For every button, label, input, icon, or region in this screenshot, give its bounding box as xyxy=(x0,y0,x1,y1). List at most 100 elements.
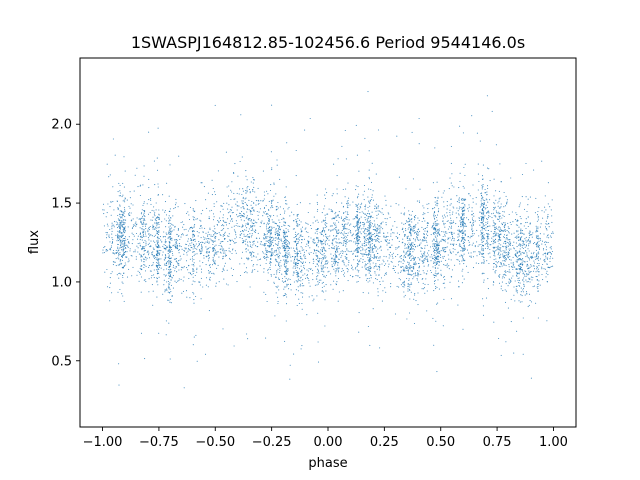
data-point xyxy=(494,235,496,237)
data-point xyxy=(481,236,483,238)
data-point xyxy=(519,271,521,273)
data-point xyxy=(243,229,246,231)
data-point xyxy=(450,276,452,278)
data-point xyxy=(177,280,179,282)
data-point xyxy=(436,200,438,202)
data-point xyxy=(142,246,144,249)
data-point xyxy=(498,213,500,215)
data-point xyxy=(300,246,302,248)
data-point xyxy=(342,270,344,272)
data-point xyxy=(193,299,195,301)
data-point xyxy=(131,255,133,257)
data-point xyxy=(349,231,351,233)
data-point xyxy=(257,214,259,216)
data-point xyxy=(269,229,271,231)
data-point xyxy=(349,224,351,226)
data-point xyxy=(411,244,413,246)
data-point xyxy=(490,230,492,232)
data-point xyxy=(371,238,373,240)
data-point xyxy=(174,204,177,206)
data-point xyxy=(271,104,273,106)
data-point xyxy=(193,336,195,338)
data-point xyxy=(418,274,420,276)
data-point xyxy=(192,344,194,346)
data-point xyxy=(545,272,547,274)
data-point xyxy=(281,277,284,280)
data-point xyxy=(544,244,546,246)
data-point xyxy=(541,266,543,268)
data-point xyxy=(266,224,268,226)
data-point xyxy=(345,265,347,267)
data-point xyxy=(117,230,119,232)
data-point xyxy=(283,224,285,226)
data-point xyxy=(247,218,249,220)
data-point xyxy=(363,245,365,247)
data-point xyxy=(462,328,464,330)
data-point xyxy=(189,238,192,240)
data-point xyxy=(345,211,347,213)
data-point xyxy=(177,229,179,231)
data-point xyxy=(135,225,137,227)
data-point xyxy=(158,276,160,278)
data-point xyxy=(305,245,307,248)
data-point xyxy=(510,321,512,323)
data-point xyxy=(500,247,502,249)
data-point xyxy=(297,223,299,225)
data-point xyxy=(282,247,284,249)
data-point xyxy=(424,239,426,241)
data-point xyxy=(119,264,121,266)
data-point xyxy=(376,268,378,270)
data-point xyxy=(140,255,142,257)
data-point xyxy=(492,284,494,286)
data-point xyxy=(214,251,216,253)
data-point xyxy=(456,195,458,197)
data-point xyxy=(389,242,391,244)
data-point xyxy=(317,281,319,283)
data-point xyxy=(158,258,160,260)
data-point xyxy=(520,253,522,255)
data-point xyxy=(344,251,346,253)
data-point xyxy=(172,266,174,268)
data-point xyxy=(463,253,465,255)
data-point xyxy=(124,226,126,228)
data-point xyxy=(119,217,122,219)
data-point xyxy=(516,260,519,262)
data-point xyxy=(316,255,318,257)
data-point xyxy=(122,234,124,236)
data-point xyxy=(278,289,280,291)
data-point xyxy=(132,218,134,220)
data-point xyxy=(449,251,451,253)
data-point xyxy=(193,270,195,272)
data-point xyxy=(502,210,504,213)
data-point xyxy=(457,259,459,261)
data-point xyxy=(164,236,166,238)
data-point xyxy=(294,233,296,236)
data-point xyxy=(526,254,528,256)
data-point xyxy=(254,231,257,234)
data-point xyxy=(332,193,334,195)
data-point xyxy=(368,230,370,232)
data-point xyxy=(458,198,460,200)
data-point xyxy=(109,241,111,243)
data-point xyxy=(269,262,271,264)
data-point xyxy=(323,285,325,287)
data-point xyxy=(286,285,288,287)
data-point xyxy=(164,289,166,291)
data-point xyxy=(283,288,285,290)
data-point xyxy=(461,230,463,232)
data-point xyxy=(385,263,387,265)
data-point xyxy=(365,233,367,235)
data-point xyxy=(364,268,367,270)
data-point xyxy=(436,235,438,237)
data-point xyxy=(409,224,411,226)
data-point xyxy=(541,273,543,276)
data-point xyxy=(323,271,325,273)
data-point xyxy=(342,290,344,292)
data-point xyxy=(106,234,108,236)
data-point xyxy=(214,238,216,240)
data-point xyxy=(462,217,464,219)
data-point xyxy=(357,240,359,242)
data-point xyxy=(271,248,273,250)
data-point xyxy=(324,299,326,301)
data-point xyxy=(344,238,346,240)
